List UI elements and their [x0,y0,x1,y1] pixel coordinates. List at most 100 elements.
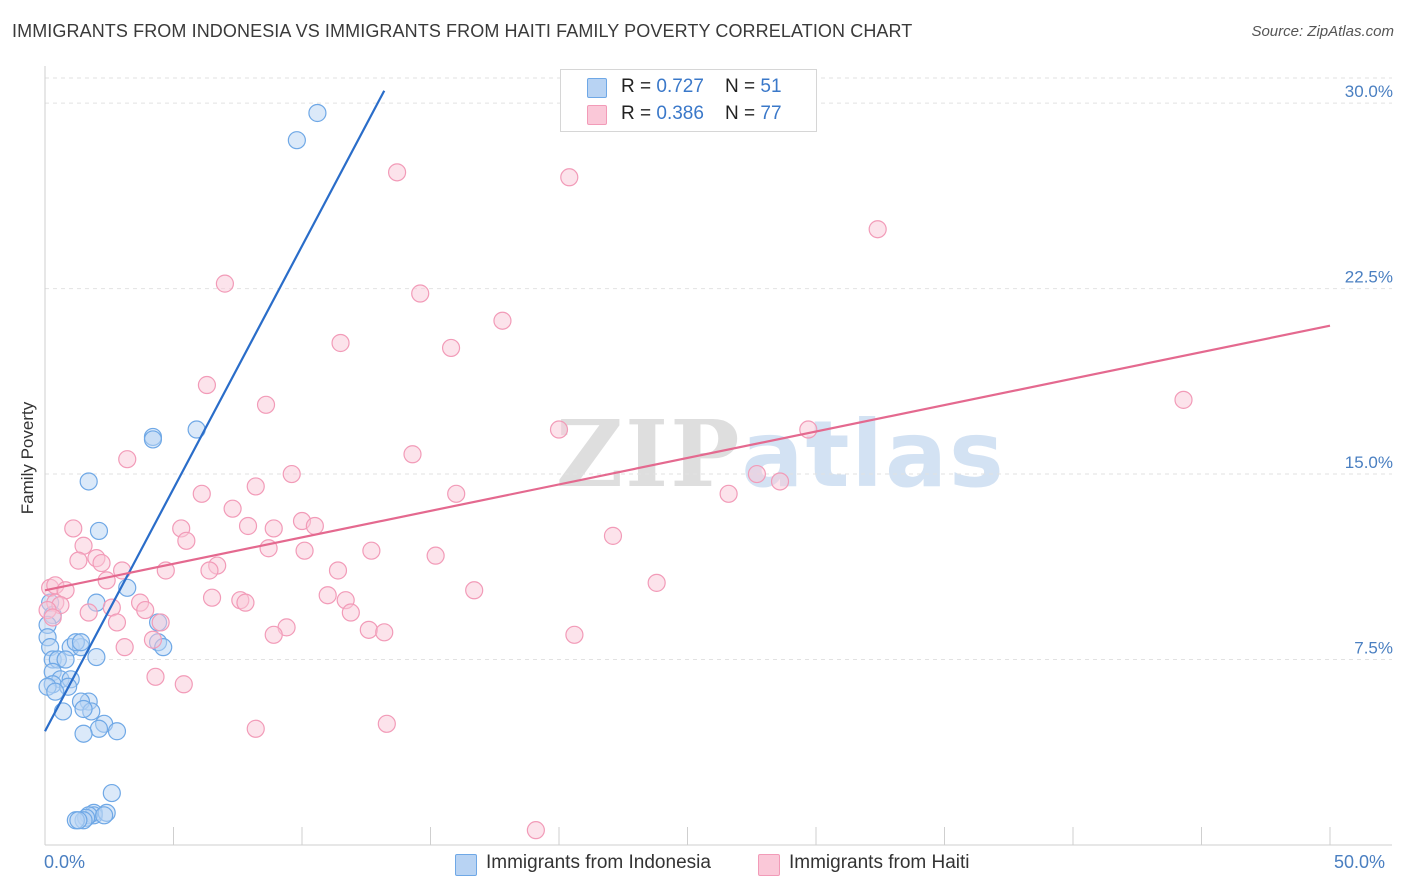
haiti-point [143,630,163,649]
haiti-point [197,375,217,395]
r-label: R = [621,103,657,124]
y-tick-label: 15.0% [1345,453,1393,472]
haiti-point [136,600,155,620]
trend-lines [44,90,1331,732]
legend-swatch-haiti [758,854,780,876]
haiti-point [799,420,818,439]
haiti-point [118,450,137,469]
haiti-point [151,613,170,632]
haiti-point [200,561,219,580]
haiti-point [465,581,484,600]
haiti-point [192,484,211,503]
haiti-point [1174,390,1193,409]
y-tick-labels: 7.5% 15.0% 22.5% 30.0% [1345,82,1393,657]
n-label: N = [725,76,761,97]
chart-source: Source: ZipAtlas.com [1251,23,1394,40]
indonesia-point [287,131,306,150]
haiti-point [549,420,569,439]
haiti-point [115,638,134,657]
haiti-point [146,667,165,686]
haiti-point [411,284,430,303]
indonesia-point [46,682,65,701]
n-label: N = [725,103,761,124]
haiti-point [387,163,407,182]
haiti-point [202,588,222,607]
haiti-point [868,220,887,239]
haiti-point [97,571,116,590]
haiti-point [719,484,738,503]
haiti-point [236,593,255,612]
haiti-point [526,821,545,840]
haiti-point [362,541,381,560]
n-value: 51 [760,76,782,97]
r-value: 0.727 [656,76,704,97]
haiti-point [426,546,445,565]
haiti-point [43,608,62,627]
haiti-point [282,464,301,484]
indonesia-point [102,783,121,803]
chart-title: IMMIGRANTS FROM INDONESIA VS IMMIGRANTS … [12,21,913,41]
r-label: R = [621,76,657,97]
haiti-point [256,395,276,414]
haiti-point [560,168,579,187]
legend-label-haiti: Immigrants from Haiti [789,852,970,873]
haiti-point [403,445,422,464]
haiti-point [107,613,127,632]
haiti-point [318,586,337,605]
haiti-trend-line [44,324,1331,592]
haiti-point [341,603,360,622]
haiti-point [246,719,265,738]
haiti-point [603,526,623,545]
axes [44,66,1392,846]
haiti-point [64,519,83,538]
data-points [38,103,1193,840]
indonesia-point [71,633,91,652]
haiti-point [215,274,234,293]
haiti-point [295,541,314,560]
y-tick-label: 30.0% [1345,82,1393,101]
haiti-point [328,561,348,580]
haiti-point [79,603,98,622]
n-value: 77 [760,103,782,124]
haiti-point [246,477,265,496]
haiti-point [331,333,350,353]
x-tick-label-max: 50.0% [1334,852,1386,872]
stats-legend: R = 0.727 N = 51 R = 0.386 N = 77 [560,69,817,132]
haiti-point [375,623,394,642]
indonesia-point [53,702,73,721]
haiti-point [747,464,766,484]
indonesia-point [143,430,163,449]
haiti-point [238,516,258,536]
grid-lines [45,77,1392,661]
indonesia-point [74,699,93,719]
stats-text: R = 0.727 N = 51 [621,76,782,98]
x-tick-label-min: 0.0% [44,852,86,872]
r-value: 0.386 [656,103,704,124]
haiti-point [441,338,461,358]
indonesia-point [89,521,109,541]
haiti-point [69,551,88,570]
y-tick-label: 22.5% [1345,268,1393,287]
legend-label-indonesia: Immigrants from Indonesia [486,852,711,873]
haiti-point [223,499,242,518]
haiti-point [647,573,666,592]
indonesia-point [87,647,106,667]
stats-text: R = 0.386 N = 77 [621,103,782,125]
haiti-point [174,675,193,694]
indonesia-point [107,722,127,741]
indonesia-point [56,650,75,669]
haiti-point [493,311,512,330]
haiti-point [92,553,111,573]
haiti-point [565,625,584,644]
indonesia-point [95,806,114,825]
legend-swatch-haiti [587,105,607,125]
haiti-point [770,472,790,491]
haiti-point [264,519,283,538]
indonesia-point [69,811,88,830]
haiti-point [305,516,324,536]
watermark: ZIPatlas [556,400,1006,508]
haiti-point [264,625,283,644]
indonesia-point [79,472,98,491]
y-tick-label: 7.5% [1354,639,1393,658]
haiti-point [177,531,196,550]
